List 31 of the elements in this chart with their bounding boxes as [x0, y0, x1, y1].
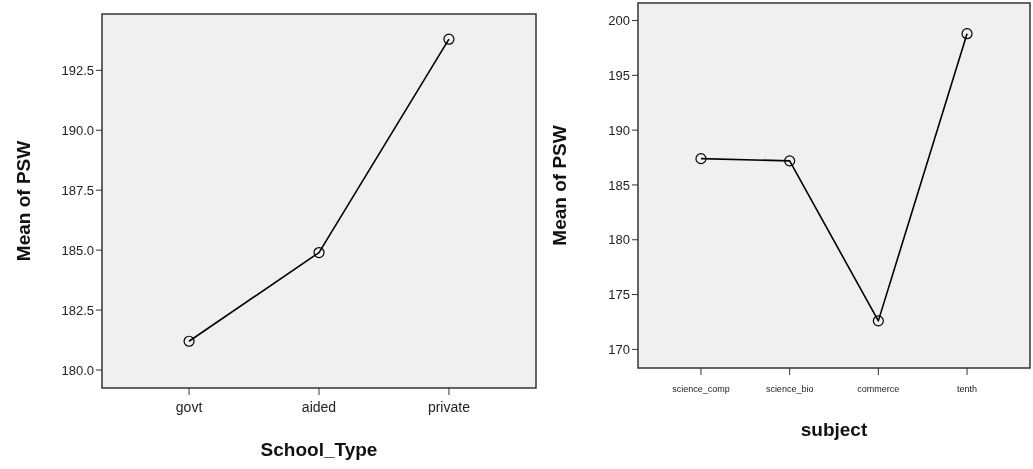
y-tick-label: 175	[608, 287, 630, 303]
x-tick-label: science_bio	[765, 384, 814, 394]
x-tick-label: private	[427, 399, 471, 415]
y-tick-label: 170	[608, 341, 630, 357]
y-tick-label: 187.5	[61, 182, 94, 198]
y-tick-label: 190.0	[61, 122, 94, 138]
y-tick-label: 195	[608, 67, 630, 83]
y-tick-label: 180.0	[61, 362, 94, 378]
y-tick-label: 180	[608, 232, 630, 248]
y-axis-title: Mean of PSW	[13, 140, 34, 262]
x-axis-title: subject	[800, 419, 868, 440]
point	[183, 335, 195, 347]
x-tick-label: govt	[175, 399, 203, 415]
point	[443, 33, 455, 45]
point	[784, 155, 796, 167]
point	[695, 153, 707, 165]
x-tick-label: aided	[301, 399, 337, 415]
point	[313, 246, 325, 259]
x-tick-label: tenth	[957, 384, 978, 394]
x-axis-title: School_Type	[260, 439, 378, 460]
x-tick-label: commerce	[857, 384, 900, 394]
y-tick-label: 185.0	[61, 242, 94, 258]
point	[961, 28, 973, 40]
y-tick-label: 182.5	[61, 302, 94, 318]
y-tick-label: 185	[608, 177, 630, 193]
x-tick-label: science_comp	[672, 384, 730, 394]
y-tick-label: 192.5	[61, 62, 94, 78]
y-tick-label: 200	[608, 13, 630, 29]
point	[872, 315, 884, 327]
y-axis-title: Mean of PSW	[549, 125, 570, 246]
y-tick-label: 190	[608, 122, 630, 138]
